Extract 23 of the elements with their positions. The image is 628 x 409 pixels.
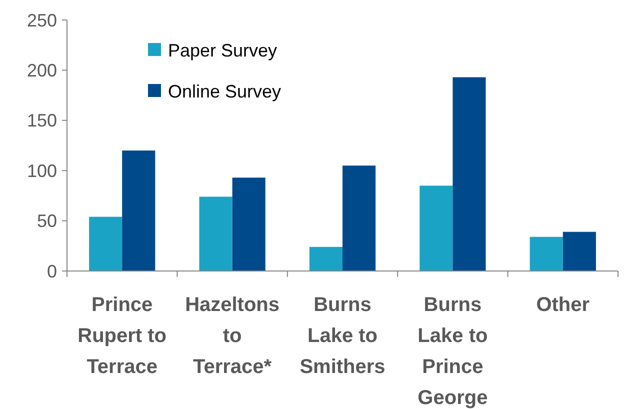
bar: [122, 150, 156, 271]
bar: [452, 77, 486, 271]
y-tick-label: 200: [26, 60, 57, 80]
bar: [199, 196, 232, 271]
legend-label: Paper Survey: [168, 40, 278, 60]
legend-label: Online Survey: [168, 81, 282, 102]
bar: [309, 246, 342, 271]
y-tick-label: 50: [36, 211, 57, 232]
bar: [89, 216, 122, 271]
bar: [342, 166, 376, 271]
x-tick-label: Prince Rupert to Terrace: [78, 294, 167, 378]
y-tick-label: 150: [26, 110, 57, 131]
bar: [562, 232, 596, 271]
bar: [420, 186, 453, 271]
y-tick-label: 0: [46, 261, 57, 282]
y-tick-label: 250: [26, 10, 57, 30]
x-tick-label: Other: [536, 294, 590, 316]
x-tick-label: Burns Lake to Prince George: [418, 294, 488, 409]
x-tick-label: Hazeltons to Terrace*: [185, 294, 280, 378]
bar: [530, 236, 563, 271]
x-tick-label: Burns Lake to Smithers: [300, 294, 386, 378]
y-tick-label: 100: [26, 160, 57, 181]
bar: [232, 178, 266, 271]
